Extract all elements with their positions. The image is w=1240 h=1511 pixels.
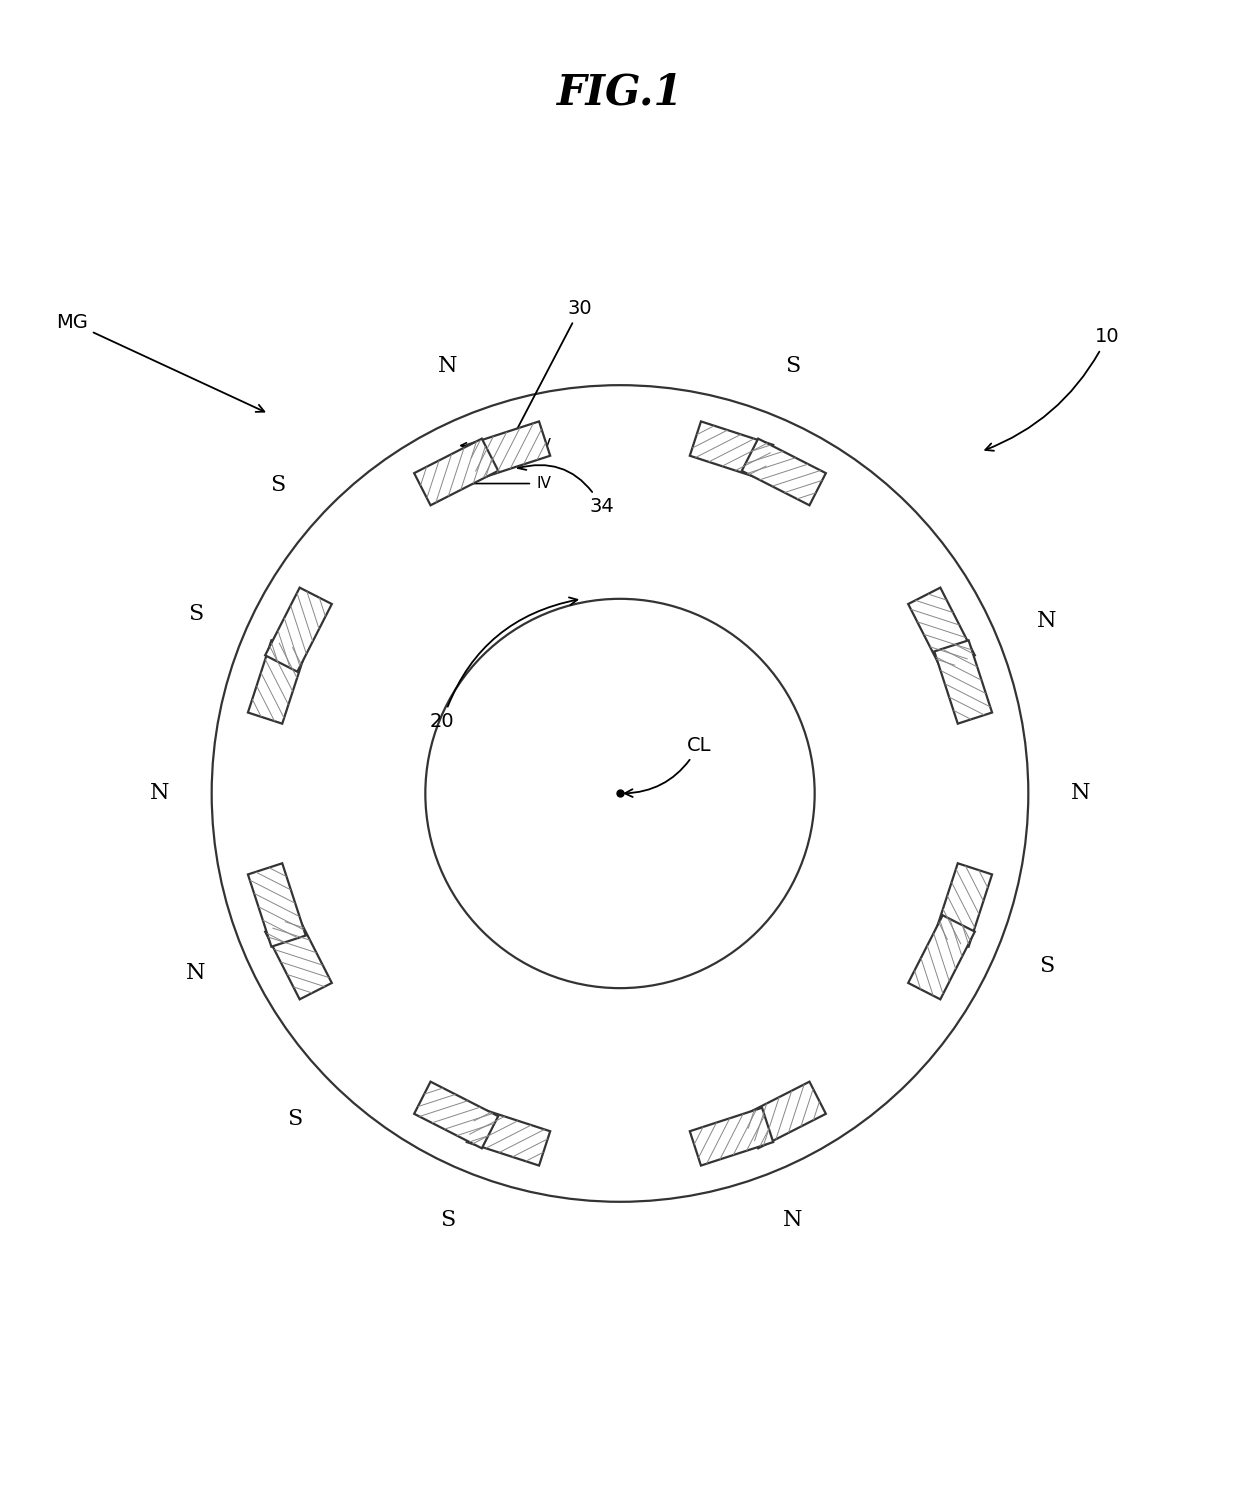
Polygon shape — [742, 438, 826, 505]
Text: 30: 30 — [511, 299, 593, 441]
Text: S: S — [188, 603, 203, 624]
Polygon shape — [908, 588, 975, 672]
Text: N: N — [1071, 783, 1090, 804]
Text: MG: MG — [56, 313, 264, 413]
Polygon shape — [934, 641, 992, 724]
Polygon shape — [466, 422, 551, 479]
Text: CL: CL — [625, 736, 711, 796]
Text: 10: 10 — [986, 328, 1120, 450]
Text: IV: IV — [537, 438, 552, 453]
Polygon shape — [248, 863, 306, 947]
Text: N: N — [186, 963, 206, 985]
Text: S: S — [270, 474, 285, 496]
Polygon shape — [934, 863, 992, 947]
Text: S: S — [1039, 955, 1055, 978]
Polygon shape — [689, 1108, 774, 1165]
Polygon shape — [466, 1108, 551, 1165]
Text: N: N — [150, 783, 169, 804]
Text: FIG.1: FIG.1 — [557, 73, 683, 113]
Polygon shape — [265, 588, 332, 672]
Text: N: N — [782, 1209, 802, 1231]
Polygon shape — [248, 641, 306, 724]
Text: IV: IV — [537, 476, 552, 491]
Text: N: N — [438, 355, 458, 378]
Polygon shape — [414, 438, 498, 505]
Text: S: S — [785, 355, 800, 378]
Polygon shape — [689, 422, 774, 479]
Polygon shape — [414, 1082, 498, 1148]
Text: 34: 34 — [518, 462, 614, 517]
Text: S: S — [440, 1209, 455, 1231]
Polygon shape — [742, 1082, 826, 1148]
Polygon shape — [265, 916, 332, 999]
Polygon shape — [908, 916, 975, 999]
Text: 20: 20 — [430, 597, 578, 731]
Text: N: N — [1037, 610, 1056, 632]
Text: S: S — [286, 1108, 303, 1130]
